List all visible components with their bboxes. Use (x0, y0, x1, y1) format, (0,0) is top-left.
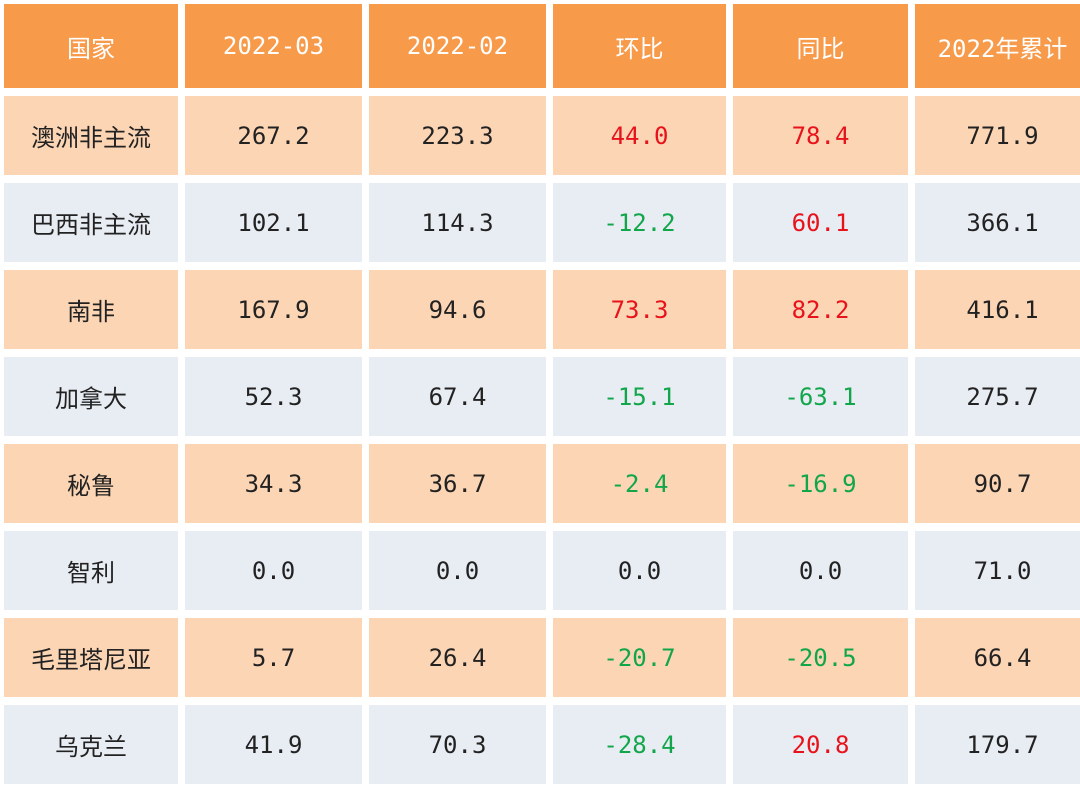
value-2022-02: 36.7 (369, 444, 546, 523)
value-ytd: 90.7 (915, 444, 1080, 523)
value-2022-02: 70.3 (369, 705, 546, 784)
value-ytd: 71.0 (915, 531, 1080, 610)
value-yoy: -20.5 (733, 618, 908, 697)
value-yoy: 82.2 (733, 270, 908, 349)
value-mom: -15.1 (553, 357, 726, 436)
value-yoy: 20.8 (733, 705, 908, 784)
value-ytd: 416.1 (915, 270, 1080, 349)
value-mom: -28.4 (553, 705, 726, 784)
value-2022-02: 67.4 (369, 357, 546, 436)
value-mom: -12.2 (553, 183, 726, 262)
value-2022-03: 52.3 (185, 357, 362, 436)
value-mom: 44.0 (553, 96, 726, 175)
country-cell: 毛里塔尼亚 (4, 618, 178, 697)
value-2022-02: 223.3 (369, 96, 546, 175)
value-ytd: 275.7 (915, 357, 1080, 436)
value-ytd: 66.4 (915, 618, 1080, 697)
country-cell: 南非 (4, 270, 178, 349)
value-mom: 73.3 (553, 270, 726, 349)
value-2022-02: 94.6 (369, 270, 546, 349)
value-ytd: 179.7 (915, 705, 1080, 784)
header-ytd: 2022年累计 (915, 4, 1080, 88)
value-ytd: 366.1 (915, 183, 1080, 262)
value-2022-03: 267.2 (185, 96, 362, 175)
value-mom: 0.0 (553, 531, 726, 610)
value-mom: -2.4 (553, 444, 726, 523)
country-cell: 澳洲非主流 (4, 96, 178, 175)
value-yoy: 60.1 (733, 183, 908, 262)
value-2022-02: 0.0 (369, 531, 546, 610)
country-cell: 巴西非主流 (4, 183, 178, 262)
value-2022-03: 34.3 (185, 444, 362, 523)
value-yoy: -63.1 (733, 357, 908, 436)
value-ytd: 771.9 (915, 96, 1080, 175)
value-2022-03: 5.7 (185, 618, 362, 697)
header-2022-03: 2022-03 (185, 4, 362, 88)
header-yoy: 同比 (733, 4, 908, 88)
country-cell: 智利 (4, 531, 178, 610)
value-2022-03: 41.9 (185, 705, 362, 784)
value-2022-03: 102.1 (185, 183, 362, 262)
header-mom: 环比 (553, 4, 726, 88)
value-yoy: -16.9 (733, 444, 908, 523)
value-mom: -20.7 (553, 618, 726, 697)
header-2022-02: 2022-02 (369, 4, 546, 88)
country-cell: 加拿大 (4, 357, 178, 436)
country-cell: 乌克兰 (4, 705, 178, 784)
value-2022-03: 0.0 (185, 531, 362, 610)
value-2022-02: 114.3 (369, 183, 546, 262)
value-2022-03: 167.9 (185, 270, 362, 349)
value-2022-02: 26.4 (369, 618, 546, 697)
country-cell: 秘鲁 (4, 444, 178, 523)
header-country: 国家 (4, 4, 178, 88)
value-yoy: 0.0 (733, 531, 908, 610)
value-yoy: 78.4 (733, 96, 908, 175)
